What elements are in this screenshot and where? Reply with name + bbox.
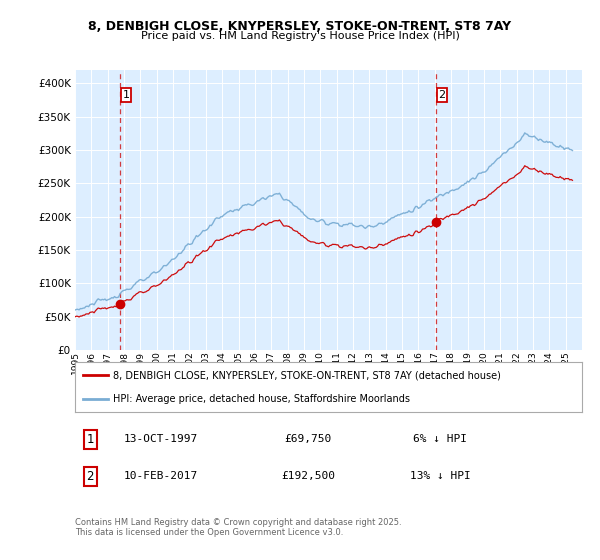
Text: 8, DENBIGH CLOSE, KNYPERSLEY, STOKE-ON-TRENT, ST8 7AY: 8, DENBIGH CLOSE, KNYPERSLEY, STOKE-ON-T… (88, 20, 512, 32)
Text: 13% ↓ HPI: 13% ↓ HPI (410, 472, 470, 482)
Text: 8, DENBIGH CLOSE, KNYPERSLEY, STOKE-ON-TRENT, ST8 7AY (detached house): 8, DENBIGH CLOSE, KNYPERSLEY, STOKE-ON-T… (113, 370, 501, 380)
Text: HPI: Average price, detached house, Staffordshire Moorlands: HPI: Average price, detached house, Staf… (113, 394, 410, 404)
Text: 13-OCT-1997: 13-OCT-1997 (124, 434, 199, 444)
Text: 1: 1 (122, 90, 130, 100)
Text: 2: 2 (439, 90, 446, 100)
Text: Price paid vs. HM Land Registry's House Price Index (HPI): Price paid vs. HM Land Registry's House … (140, 31, 460, 41)
Text: £69,750: £69,750 (284, 434, 332, 444)
Text: Contains HM Land Registry data © Crown copyright and database right 2025.
This d: Contains HM Land Registry data © Crown c… (75, 518, 401, 538)
Text: £192,500: £192,500 (281, 472, 335, 482)
Text: 6% ↓ HPI: 6% ↓ HPI (413, 434, 467, 444)
Text: 1: 1 (86, 432, 94, 446)
Text: 10-FEB-2017: 10-FEB-2017 (124, 472, 199, 482)
Text: 2: 2 (86, 470, 94, 483)
